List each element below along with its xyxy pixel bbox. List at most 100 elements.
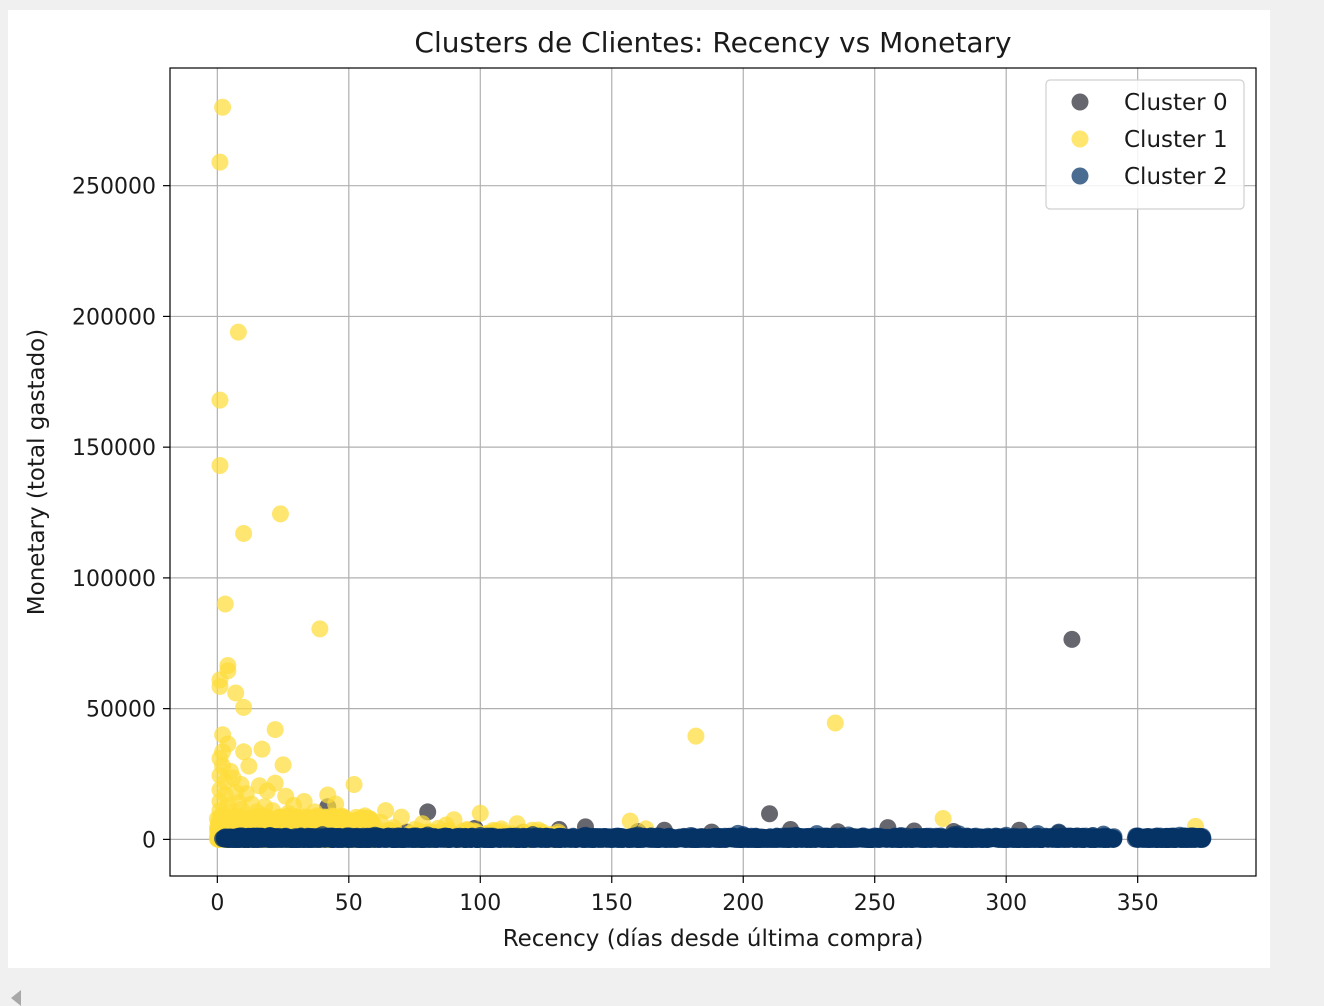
cluster-2-point: [590, 828, 608, 846]
cluster-1-point: [327, 795, 345, 813]
cluster-0-point: [1063, 630, 1081, 648]
cluster-1-point: [227, 684, 245, 702]
cluster-2-point: [695, 828, 713, 846]
cluster-2-point: [1102, 829, 1120, 847]
cluster-1-point: [235, 524, 253, 542]
figure-card: 0 50 100 150 200 250 300 350 0 50000 100000 150000 2…: [8, 10, 1270, 1006]
cluster-1-point: [258, 782, 276, 800]
y-tick-label: 100000: [72, 567, 156, 592]
cluster-2-point: [1192, 829, 1210, 847]
plot-area-frame: [169, 67, 1257, 877]
x-tick-label: 150: [591, 891, 633, 916]
cluster-2-point: [761, 830, 779, 848]
cluster-2-point: [379, 827, 397, 845]
cluster-1-point: [211, 456, 229, 474]
cluster-2-point: [524, 826, 542, 844]
cluster-2-point: [1129, 829, 1147, 847]
cluster-2-point: [918, 830, 936, 848]
cluster-2-point: [879, 828, 897, 846]
cluster-1-point: [253, 740, 271, 758]
cluster-2-point: [1063, 828, 1081, 846]
cluster-1-point: [229, 323, 247, 341]
y-tick-label: 150000: [72, 436, 156, 461]
cluster-1-point: [311, 620, 329, 638]
cluster-2-point: [1029, 825, 1047, 843]
cluster-2-point: [629, 826, 647, 844]
y-tick-label: 250000: [72, 175, 156, 200]
cluster-2-point: [655, 829, 673, 847]
cluster-2-point: [445, 830, 463, 848]
cluster-2-point: [682, 826, 700, 844]
cluster-2-point: [327, 829, 345, 847]
cluster-2-point: [432, 828, 450, 846]
cluster-2-point: [392, 830, 410, 848]
cluster-2-point: [261, 826, 279, 844]
cluster-1-point: [345, 775, 363, 793]
legend-label: Cluster 0: [1124, 90, 1228, 116]
cluster-1-point: [621, 812, 639, 830]
cluster-1-point: [826, 714, 844, 732]
cluster-2-point: [839, 826, 857, 844]
cluster-1-point: [214, 98, 232, 116]
cluster-2-point: [484, 829, 502, 847]
cluster-2-point: [537, 828, 555, 846]
x-tick-label: 300: [985, 891, 1027, 916]
cluster-2-point: [997, 826, 1015, 844]
cluster-2-point: [603, 830, 621, 848]
cluster-1-point: [295, 792, 313, 810]
chart-title: Clusters de Clientes: Recency vs Monetar…: [414, 26, 1011, 59]
cluster-1-point: [271, 505, 289, 523]
cluster-2-point: [1171, 826, 1189, 844]
cluster-2-point: [563, 829, 581, 847]
cluster-2-point: [471, 826, 489, 844]
cluster-2-point: [458, 828, 476, 846]
cluster-2-point: [808, 825, 826, 843]
cluster-2-point: [353, 828, 371, 846]
cluster-1-point: [934, 809, 952, 827]
cluster-1-point: [471, 804, 489, 822]
cluster-2-point: [708, 830, 726, 848]
cluster-2-point: [550, 830, 568, 848]
cluster-2-point: [729, 824, 747, 842]
y-axis-label: Monetary (total gastado): [24, 329, 50, 615]
cluster-2-point: [274, 829, 292, 847]
cluster-2-point: [853, 829, 871, 847]
cluster-2-point: [1076, 830, 1094, 848]
cluster-2-point: [971, 829, 989, 847]
cluster-2-point: [366, 826, 384, 844]
cluster-2-point: [287, 830, 305, 848]
cluster-2-point: [406, 829, 424, 847]
cluster-2-point: [984, 829, 1002, 847]
scatter-chart: 0 50 100 150 200 250 300 350 0 50000 100000 150000 2…: [24, 26, 1257, 952]
legend-marker: [1071, 167, 1089, 185]
y-tick-label: 200000: [72, 305, 156, 330]
x-tick-label: 200: [722, 891, 764, 916]
cluster-1-point: [216, 595, 234, 613]
cluster-2-point: [950, 825, 968, 843]
legend-marker: [1071, 93, 1089, 111]
cluster-1-point: [211, 677, 229, 695]
axis-ticks: 0 50 100 150 200 250 300 350 0 50000 100000 150000 2…: [72, 175, 1159, 916]
cluster-1-point: [235, 698, 253, 716]
x-tick-label: 250: [854, 891, 896, 916]
scroll-left-arrow[interactable]: [11, 990, 21, 1006]
cluster-1-point: [240, 757, 258, 775]
cluster-0-point: [761, 805, 779, 823]
cluster-2-point: [747, 829, 765, 847]
legend-marker: [1071, 130, 1089, 148]
legend-box: [1045, 79, 1245, 210]
cluster-1-point: [211, 391, 229, 409]
cluster-2-point: [826, 828, 844, 846]
cluster-1-point: [211, 153, 229, 171]
y-tick-label: 50000: [86, 698, 156, 723]
cluster-1-point: [687, 727, 705, 745]
cluster-2-point: [340, 829, 358, 847]
cluster-2-point: [419, 826, 437, 844]
legend: Cluster 0 Cluster 1 Cluster 2: [1045, 79, 1245, 210]
cluster-2-point: [905, 828, 923, 846]
cluster-2-point: [931, 829, 949, 847]
x-axis-label: Recency (días desde última compra): [503, 926, 924, 952]
cluster-2-point: [1050, 823, 1068, 841]
data-points: [208, 98, 1212, 848]
cluster-2-point: [642, 828, 660, 846]
